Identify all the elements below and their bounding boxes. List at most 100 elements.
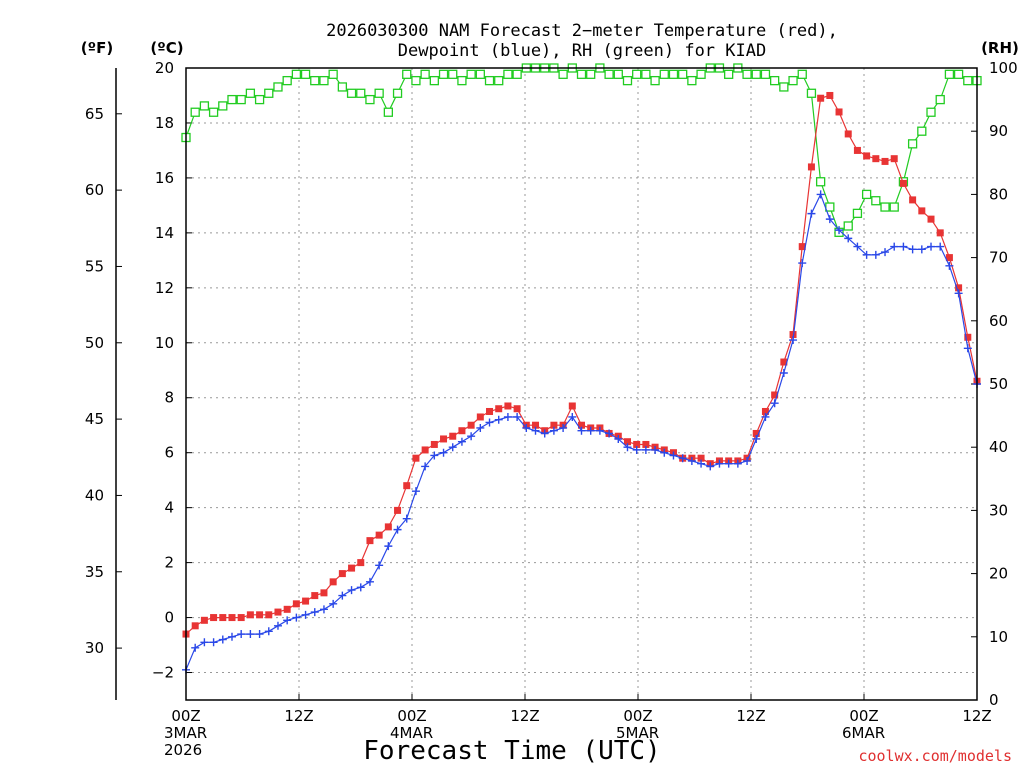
- data-point: [651, 445, 660, 454]
- data-point: [236, 94, 246, 105]
- data-point: [687, 75, 697, 86]
- data-point: [503, 69, 513, 79]
- data-point: [577, 426, 586, 435]
- data-point: [825, 202, 835, 212]
- data-point: [200, 638, 209, 647]
- data-point: [210, 614, 218, 622]
- data-point: [669, 451, 678, 460]
- data-point: [678, 69, 688, 79]
- data-point: [356, 583, 365, 592]
- data-point: [237, 630, 246, 639]
- data-point: [926, 107, 936, 117]
- data-point: [641, 69, 651, 79]
- celsius-tick-label: 12: [155, 279, 174, 297]
- celsius-tick-label: 18: [155, 114, 174, 132]
- data-point: [531, 426, 540, 435]
- time-tick-label: 5MAR: [616, 724, 659, 742]
- data-point: [918, 207, 926, 215]
- data-point: [927, 215, 935, 223]
- data-point: [945, 254, 953, 262]
- data-point: [743, 456, 752, 465]
- data-point: [439, 448, 448, 457]
- data-point: [715, 459, 724, 468]
- data-point: [853, 146, 861, 154]
- data-point: [190, 107, 200, 117]
- data-point: [532, 421, 540, 429]
- data-point: [319, 75, 329, 86]
- fahrenheit-tick-label: 60: [85, 181, 104, 199]
- data-point: [403, 482, 411, 490]
- data-point: [826, 91, 834, 99]
- data-point: [513, 405, 521, 413]
- data-point: [936, 229, 944, 237]
- data-point: [568, 412, 577, 421]
- data-point: [421, 462, 430, 471]
- time-tick-label: 3MAR: [164, 724, 207, 742]
- data-point: [696, 69, 706, 79]
- fahrenheit-unit-label: (ºF): [81, 39, 113, 57]
- data-point: [494, 75, 504, 86]
- data-point: [697, 454, 705, 462]
- data-point: [191, 622, 199, 630]
- data-point: [641, 445, 650, 454]
- data-point: [890, 242, 899, 251]
- data-point: [430, 451, 439, 460]
- data-point: [429, 75, 439, 86]
- data-point: [338, 570, 346, 578]
- data-point: [613, 69, 623, 79]
- data-point: [209, 638, 218, 647]
- data-point: [752, 429, 760, 437]
- rh-tick-label: 80: [989, 185, 1008, 203]
- data-point: [760, 69, 771, 79]
- data-point: [843, 221, 853, 231]
- data-point: [871, 250, 880, 259]
- fahrenheit-tick-label: 30: [85, 639, 104, 657]
- data-point: [623, 443, 632, 452]
- data-point: [383, 107, 393, 117]
- data-point: [348, 564, 356, 572]
- time-tick-label: 4MAR: [390, 724, 433, 742]
- data-point: [815, 177, 826, 187]
- data-point: [421, 446, 429, 454]
- grid-lines: [186, 68, 977, 700]
- data-point: [448, 443, 457, 452]
- data-point: [559, 423, 568, 432]
- data-point: [899, 179, 907, 187]
- data-point: [246, 611, 254, 619]
- fahrenheit-axis: 30 35 40 45 50 55 60 65: [85, 68, 122, 700]
- data-point: [604, 69, 614, 79]
- data-point: [467, 432, 476, 441]
- data-point: [486, 407, 494, 415]
- data-point: [733, 459, 742, 468]
- data-point: [457, 437, 466, 446]
- data-point: [697, 459, 706, 468]
- time-tick-label: 12Z: [510, 707, 539, 725]
- data-point: [504, 402, 512, 410]
- time-tick-label: 12Z: [284, 707, 313, 725]
- rh-tick-label: 50: [989, 375, 1008, 393]
- data-point: [568, 402, 576, 410]
- time-tick-label: 00Z: [849, 707, 878, 725]
- data-point: [329, 578, 337, 586]
- data-point: [632, 445, 641, 454]
- x-axis-label: Forecast Time (UTC): [363, 736, 660, 766]
- fahrenheit-tick-label: 35: [85, 563, 104, 581]
- data-point: [283, 605, 291, 613]
- time-tick-label: 2026: [164, 741, 202, 759]
- data-point: [687, 456, 696, 465]
- data-point: [752, 434, 761, 443]
- data-point: [199, 101, 210, 111]
- data-point: [863, 152, 871, 160]
- data-point: [908, 245, 917, 254]
- rh-tick-label: 0: [989, 691, 999, 709]
- celsius-tick-label: 16: [155, 169, 174, 187]
- data-point: [254, 94, 265, 105]
- data-point: [724, 459, 733, 468]
- celsius-tick-label: 8: [164, 389, 174, 407]
- data-point: [880, 202, 890, 212]
- celsius-unit-label: (ºC): [150, 39, 183, 57]
- data-point: [310, 75, 320, 86]
- rh-tick-label: 70: [989, 249, 1008, 267]
- data-point: [789, 331, 797, 339]
- fahrenheit-tick-label: 45: [85, 410, 104, 428]
